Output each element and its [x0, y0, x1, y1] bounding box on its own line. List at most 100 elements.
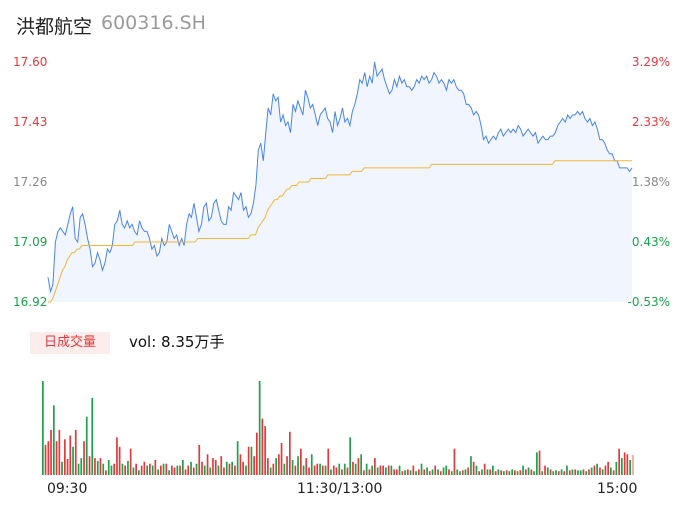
volume-bar — [291, 460, 294, 475]
volume-bar — [135, 463, 137, 475]
volume-bar — [431, 469, 434, 475]
volume-bar — [494, 471, 497, 475]
volume-bar — [508, 471, 511, 475]
volume-bar — [138, 470, 140, 475]
price-tick-label: 16.92 — [13, 295, 48, 309]
volume-bar — [64, 439, 66, 475]
volume-bar — [420, 463, 423, 475]
volume-bar — [407, 469, 409, 475]
volume-bar — [470, 456, 472, 475]
volume-bar — [483, 463, 486, 475]
volume-bar — [626, 454, 629, 475]
volume-bar — [467, 467, 469, 475]
volume-bar — [66, 459, 69, 475]
volume-bar — [459, 471, 461, 475]
volume-bar — [179, 465, 181, 475]
volume-bar — [621, 458, 623, 475]
volume-bar — [283, 463, 286, 475]
volume-bar — [481, 469, 483, 475]
volume-bar — [289, 431, 291, 475]
volume-bar — [453, 448, 456, 475]
volume-bar — [599, 467, 601, 475]
volume-bar — [195, 463, 198, 475]
volume-bar — [500, 470, 502, 475]
volume-bar — [168, 470, 170, 475]
percent-tick-label: 2.33% — [631, 115, 670, 129]
volume-bar — [571, 469, 574, 475]
volume-bar — [102, 463, 105, 475]
volume-bar — [55, 441, 58, 475]
volume-bar — [505, 470, 508, 475]
price-tick-label: 17.26 — [13, 175, 48, 189]
volume-bar — [50, 429, 52, 475]
volume-bar — [160, 465, 162, 475]
volume-bar — [437, 469, 439, 475]
volume-bar — [110, 465, 113, 475]
volume-bar — [187, 465, 190, 475]
volume-bar — [203, 465, 206, 475]
volume-bar — [393, 469, 395, 475]
volume-bar — [560, 469, 563, 475]
volume-bar — [316, 463, 319, 475]
volume-bar — [151, 465, 154, 475]
volume-bar — [162, 463, 165, 475]
volume-bar — [590, 467, 593, 475]
volume-bar — [286, 456, 288, 475]
volume-bar — [503, 471, 505, 475]
volume-bar — [426, 467, 428, 475]
volume-bar — [80, 458, 83, 475]
volume-bar — [234, 465, 236, 475]
volume-bar — [341, 469, 343, 475]
volume-bar — [423, 469, 426, 475]
volume-bar — [623, 452, 626, 475]
volume-bar — [374, 458, 376, 475]
volume-bar — [250, 446, 253, 475]
volume-bar — [294, 465, 297, 475]
volume-bar — [434, 465, 437, 475]
volume-bar — [267, 458, 269, 475]
volume-bar — [85, 416, 88, 475]
volume-bar — [321, 465, 324, 475]
volume-bar — [143, 461, 146, 475]
volume-bar — [343, 463, 346, 475]
volume-bar — [198, 444, 201, 475]
volume-bar — [319, 463, 321, 475]
volume-bar — [300, 448, 302, 475]
volume-bar — [607, 461, 609, 475]
volume-bar — [549, 469, 552, 475]
volume-bar — [302, 465, 305, 475]
volume-bar — [58, 429, 61, 475]
volume-bar — [544, 465, 546, 475]
volume-bar — [349, 437, 351, 475]
volume-bar — [357, 458, 360, 475]
volume-bar — [149, 463, 151, 475]
time-tick-label: 15:00 — [597, 481, 638, 497]
volume-bar — [632, 455, 634, 475]
volume-tab[interactable]: 日成交量 — [30, 332, 110, 354]
volume-bar — [536, 452, 538, 475]
volume-bar — [132, 467, 135, 475]
volume-bar — [390, 465, 393, 475]
volume-bar — [541, 471, 544, 475]
volume-bar — [212, 458, 214, 475]
time-tick-label: 09:30 — [47, 481, 88, 497]
price-area — [48, 62, 632, 302]
volume-bar — [214, 460, 217, 475]
volume-bar — [310, 454, 313, 475]
volume-bar — [154, 460, 157, 475]
volume-bar — [557, 471, 560, 475]
volume-bar — [448, 469, 450, 475]
volume-bar — [360, 454, 362, 475]
volume-bar — [332, 465, 335, 475]
volume-bar — [385, 467, 387, 475]
volume-bar — [604, 465, 607, 475]
volume-bar — [555, 470, 557, 475]
volume-bar — [83, 441, 85, 475]
volume-bar — [538, 450, 541, 475]
volume-bar — [313, 465, 316, 475]
volume-bar — [192, 467, 195, 475]
volume-bar — [264, 426, 266, 475]
volume-bar — [368, 469, 371, 475]
volume-bar — [442, 467, 445, 475]
